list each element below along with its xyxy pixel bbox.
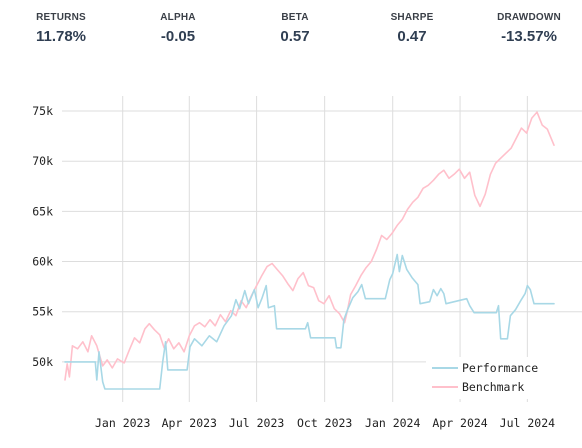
stat-label: ALPHA bbox=[160, 12, 196, 23]
y-tick-label: 75k bbox=[32, 104, 53, 118]
y-tick-label: 50k bbox=[32, 355, 53, 369]
stat-label: SHARPE bbox=[390, 12, 434, 23]
y-tick-label: 70k bbox=[32, 154, 53, 168]
y-axis-ticks: 50k 55k 60k 65k 70k 75k bbox=[32, 104, 53, 369]
stat-label: BETA bbox=[281, 12, 309, 23]
y-tick-label: 65k bbox=[32, 204, 53, 218]
stat-sharpe: SHARPE 0.47 bbox=[357, 12, 467, 46]
x-tick-label: Oct 2023 bbox=[297, 416, 352, 430]
stat-drawdown: DRAWDOWN -13.57% bbox=[474, 12, 582, 46]
x-tick-label: Apr 2023 bbox=[162, 416, 217, 430]
stat-label: RETURNS bbox=[36, 12, 86, 23]
stat-label: DRAWDOWN bbox=[497, 12, 561, 23]
legend-background bbox=[426, 357, 582, 399]
grid bbox=[62, 96, 582, 402]
x-tick-label: Jan 2023 bbox=[95, 416, 150, 430]
x-tick-label: Apr 2024 bbox=[432, 416, 487, 430]
legend-label-performance: Performance bbox=[462, 361, 538, 375]
legend: Performance Benchmark bbox=[426, 357, 582, 399]
stats-bar: RETURNS 11.78% ALPHA -0.05 BETA 0.57 SHA… bbox=[0, 0, 582, 60]
y-tick-label: 55k bbox=[32, 305, 53, 319]
stat-value: 0.47 bbox=[397, 28, 427, 45]
stat-value: 0.57 bbox=[280, 28, 310, 45]
series bbox=[64, 111, 555, 390]
y-tick-label: 60k bbox=[32, 255, 53, 269]
series-line-performance bbox=[64, 253, 555, 390]
legend-label-benchmark: Benchmark bbox=[462, 380, 524, 394]
stat-returns: RETURNS 11.78% bbox=[6, 12, 116, 46]
x-tick-label: Jul 2024 bbox=[500, 416, 555, 430]
series-line-benchmark bbox=[64, 111, 555, 381]
x-tick-label: Jul 2023 bbox=[229, 416, 284, 430]
x-tick-label: Jan 2024 bbox=[365, 416, 420, 430]
stat-beta: BETA 0.57 bbox=[240, 12, 350, 46]
x-axis-ticks: Jan 2023 Apr 2023 Jul 2023 Oct 2023 Jan 2024… bbox=[95, 416, 555, 430]
stat-alpha: ALPHA -0.05 bbox=[123, 12, 233, 46]
stat-value: 11.78% bbox=[35, 28, 87, 45]
stat-value: -0.05 bbox=[160, 28, 196, 45]
stat-value: -13.57% bbox=[501, 28, 557, 45]
